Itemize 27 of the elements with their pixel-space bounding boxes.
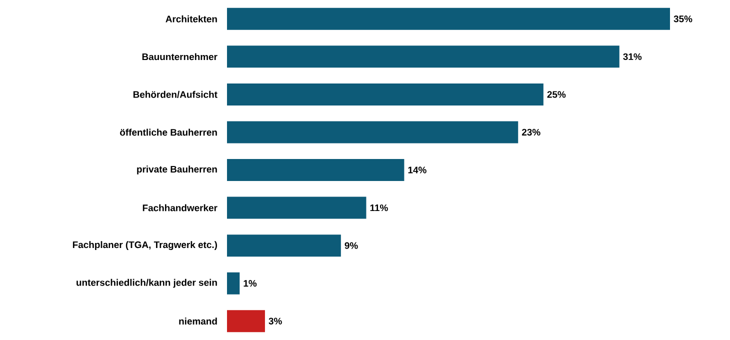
y-tick-label: Architekten	[166, 15, 217, 22]
y-tick-label: Fachplaner (TGA, Tragwerk etc.)	[72, 241, 218, 250]
y-tick-label: unterschiedlich/kann jeder sein	[76, 278, 217, 288]
y-tick-label: öffentliche Bauherren	[120, 128, 217, 136]
bar	[227, 8, 670, 30]
data-label: 9%	[344, 242, 358, 249]
data-label: 11%	[370, 204, 388, 212]
bar	[227, 83, 544, 106]
bar	[227, 159, 404, 182]
bar	[227, 46, 620, 68]
bar	[227, 310, 265, 332]
bar	[227, 272, 240, 294]
y-tick-label: Behörden/Aufsicht	[133, 90, 218, 98]
data-label: 14%	[408, 166, 426, 174]
y-tick-label: private Bauherren	[137, 166, 217, 174]
bar	[227, 196, 366, 219]
data-label: 31%	[623, 53, 642, 60]
data-label: 3%	[268, 318, 282, 324]
data-label: 23%	[522, 128, 540, 136]
bar	[227, 121, 518, 144]
y-tick-label: Fachhandwerker	[142, 204, 218, 212]
bar	[227, 234, 341, 257]
data-label: 25%	[547, 91, 566, 98]
y-tick-label: Bauunternehmer	[142, 53, 218, 60]
y-tick-label: niemand	[179, 318, 217, 325]
data-label: 1%	[244, 280, 257, 287]
data-label: 35%	[674, 16, 692, 22]
